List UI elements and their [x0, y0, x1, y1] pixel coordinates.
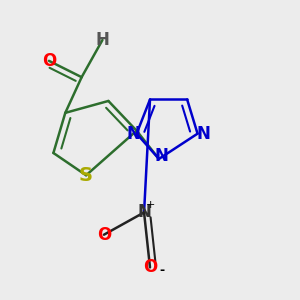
Text: N: N — [155, 147, 169, 165]
Text: N: N — [127, 125, 141, 143]
Text: O: O — [97, 226, 111, 244]
Text: O: O — [42, 52, 56, 70]
Text: -: - — [159, 264, 164, 277]
Text: N: N — [196, 125, 210, 143]
Text: N: N — [137, 203, 151, 221]
Text: H: H — [95, 31, 110, 49]
Text: S: S — [79, 166, 93, 185]
Text: +: + — [146, 200, 155, 210]
Text: O: O — [143, 258, 157, 276]
